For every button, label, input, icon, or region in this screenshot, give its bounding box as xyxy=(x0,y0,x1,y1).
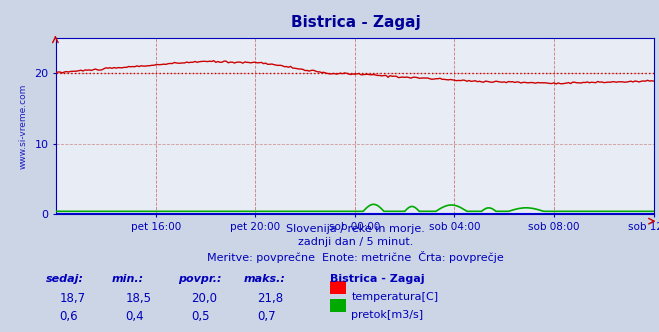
Text: povpr.:: povpr.: xyxy=(178,274,221,284)
Text: Meritve: povprečne  Enote: metrične  Črta: povprečje: Meritve: povprečne Enote: metrične Črta:… xyxy=(208,251,504,263)
Text: Bistrica - Zagaj: Bistrica - Zagaj xyxy=(291,15,420,30)
Text: pretok[m3/s]: pretok[m3/s] xyxy=(351,310,423,320)
Text: 21,8: 21,8 xyxy=(257,292,283,305)
Text: 18,5: 18,5 xyxy=(125,292,151,305)
Text: temperatura[C]: temperatura[C] xyxy=(351,292,438,302)
Text: www.si-vreme.com: www.si-vreme.com xyxy=(18,83,28,169)
Text: sedaj:: sedaj: xyxy=(46,274,84,284)
Text: 0,6: 0,6 xyxy=(59,310,78,323)
Text: Slovenija / reke in morje.: Slovenija / reke in morje. xyxy=(287,224,425,234)
Text: 0,5: 0,5 xyxy=(191,310,210,323)
Text: maks.:: maks.: xyxy=(244,274,286,284)
Text: zadnji dan / 5 minut.: zadnji dan / 5 minut. xyxy=(298,237,414,247)
Text: min.:: min.: xyxy=(112,274,144,284)
Text: 18,7: 18,7 xyxy=(59,292,86,305)
Text: Bistrica - Zagaj: Bistrica - Zagaj xyxy=(330,274,424,284)
Text: 0,7: 0,7 xyxy=(257,310,275,323)
Text: 20,0: 20,0 xyxy=(191,292,217,305)
Text: 0,4: 0,4 xyxy=(125,310,144,323)
